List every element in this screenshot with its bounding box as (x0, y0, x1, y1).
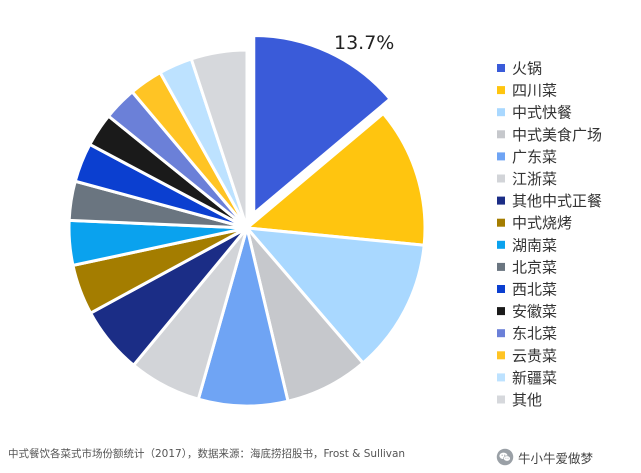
legend-label-10: 北京菜 (512, 258, 557, 276)
legend-label-5: 广东菜 (512, 148, 557, 166)
pie-slice-1 (252, 33, 392, 215)
watermark-text: 牛小牛爱做梦 (518, 450, 594, 466)
wechat-icon (496, 448, 514, 466)
legend-swatch-7 (497, 196, 505, 205)
slice-percentage-label: 13.7% (334, 32, 394, 54)
legend: 火锅四川菜中式快餐中式美食广场广东菜江浙菜其他中式正餐中式烧烤湖南菜北京菜西北菜… (497, 60, 602, 409)
legend-swatch-13 (497, 329, 505, 338)
legend-swatch-10 (497, 262, 505, 271)
legend-label-4: 中式美食广场 (512, 126, 602, 144)
legend-label-16: 其他 (512, 391, 542, 409)
legend-label-1: 火锅 (512, 60, 542, 78)
legend-swatch-8 (497, 218, 505, 227)
legend-swatch-3 (497, 108, 505, 117)
pie-slice-2 (245, 112, 427, 247)
legend-swatch-12 (497, 307, 505, 316)
legend-label-8: 中式烧烤 (512, 214, 572, 232)
legend-swatch-15 (497, 373, 505, 382)
pie-slice-3 (245, 226, 426, 365)
legend-label-7: 其他中式正餐 (512, 192, 602, 210)
legend-swatch-11 (497, 285, 505, 293)
legend-label-2: 四川菜 (512, 82, 557, 100)
legend-swatch-2 (497, 86, 505, 95)
legend-swatch-4 (497, 130, 505, 139)
legend-swatch-14 (497, 351, 505, 360)
legend-label-12: 安徽菜 (512, 303, 557, 321)
legend-label-11: 西北菜 (512, 281, 557, 299)
legend-swatch-9 (497, 240, 505, 249)
chart-caption: 中式餐饮各菜式市场份额统计（2017），数据来源：海底捞招股书，Frost & … (8, 448, 406, 460)
pie-slice-16 (189, 48, 249, 230)
legend-swatch-5 (497, 152, 505, 161)
legend-label-3: 中式快餐 (512, 104, 572, 122)
legend-label-14: 云贵菜 (512, 347, 557, 365)
legend-label-9: 湖南菜 (512, 236, 557, 254)
legend-swatch-1 (497, 64, 505, 72)
legend-label-13: 东北菜 (512, 325, 557, 343)
legend-swatch-6 (497, 174, 505, 183)
legend-label-6: 江浙菜 (512, 170, 557, 188)
legend-label-15: 新疆菜 (512, 369, 557, 387)
watermark: 牛小牛爱做梦 (496, 447, 593, 467)
pie-slice-5 (196, 226, 290, 408)
pie-slices (67, 33, 427, 408)
legend-swatch-16 (497, 395, 505, 404)
